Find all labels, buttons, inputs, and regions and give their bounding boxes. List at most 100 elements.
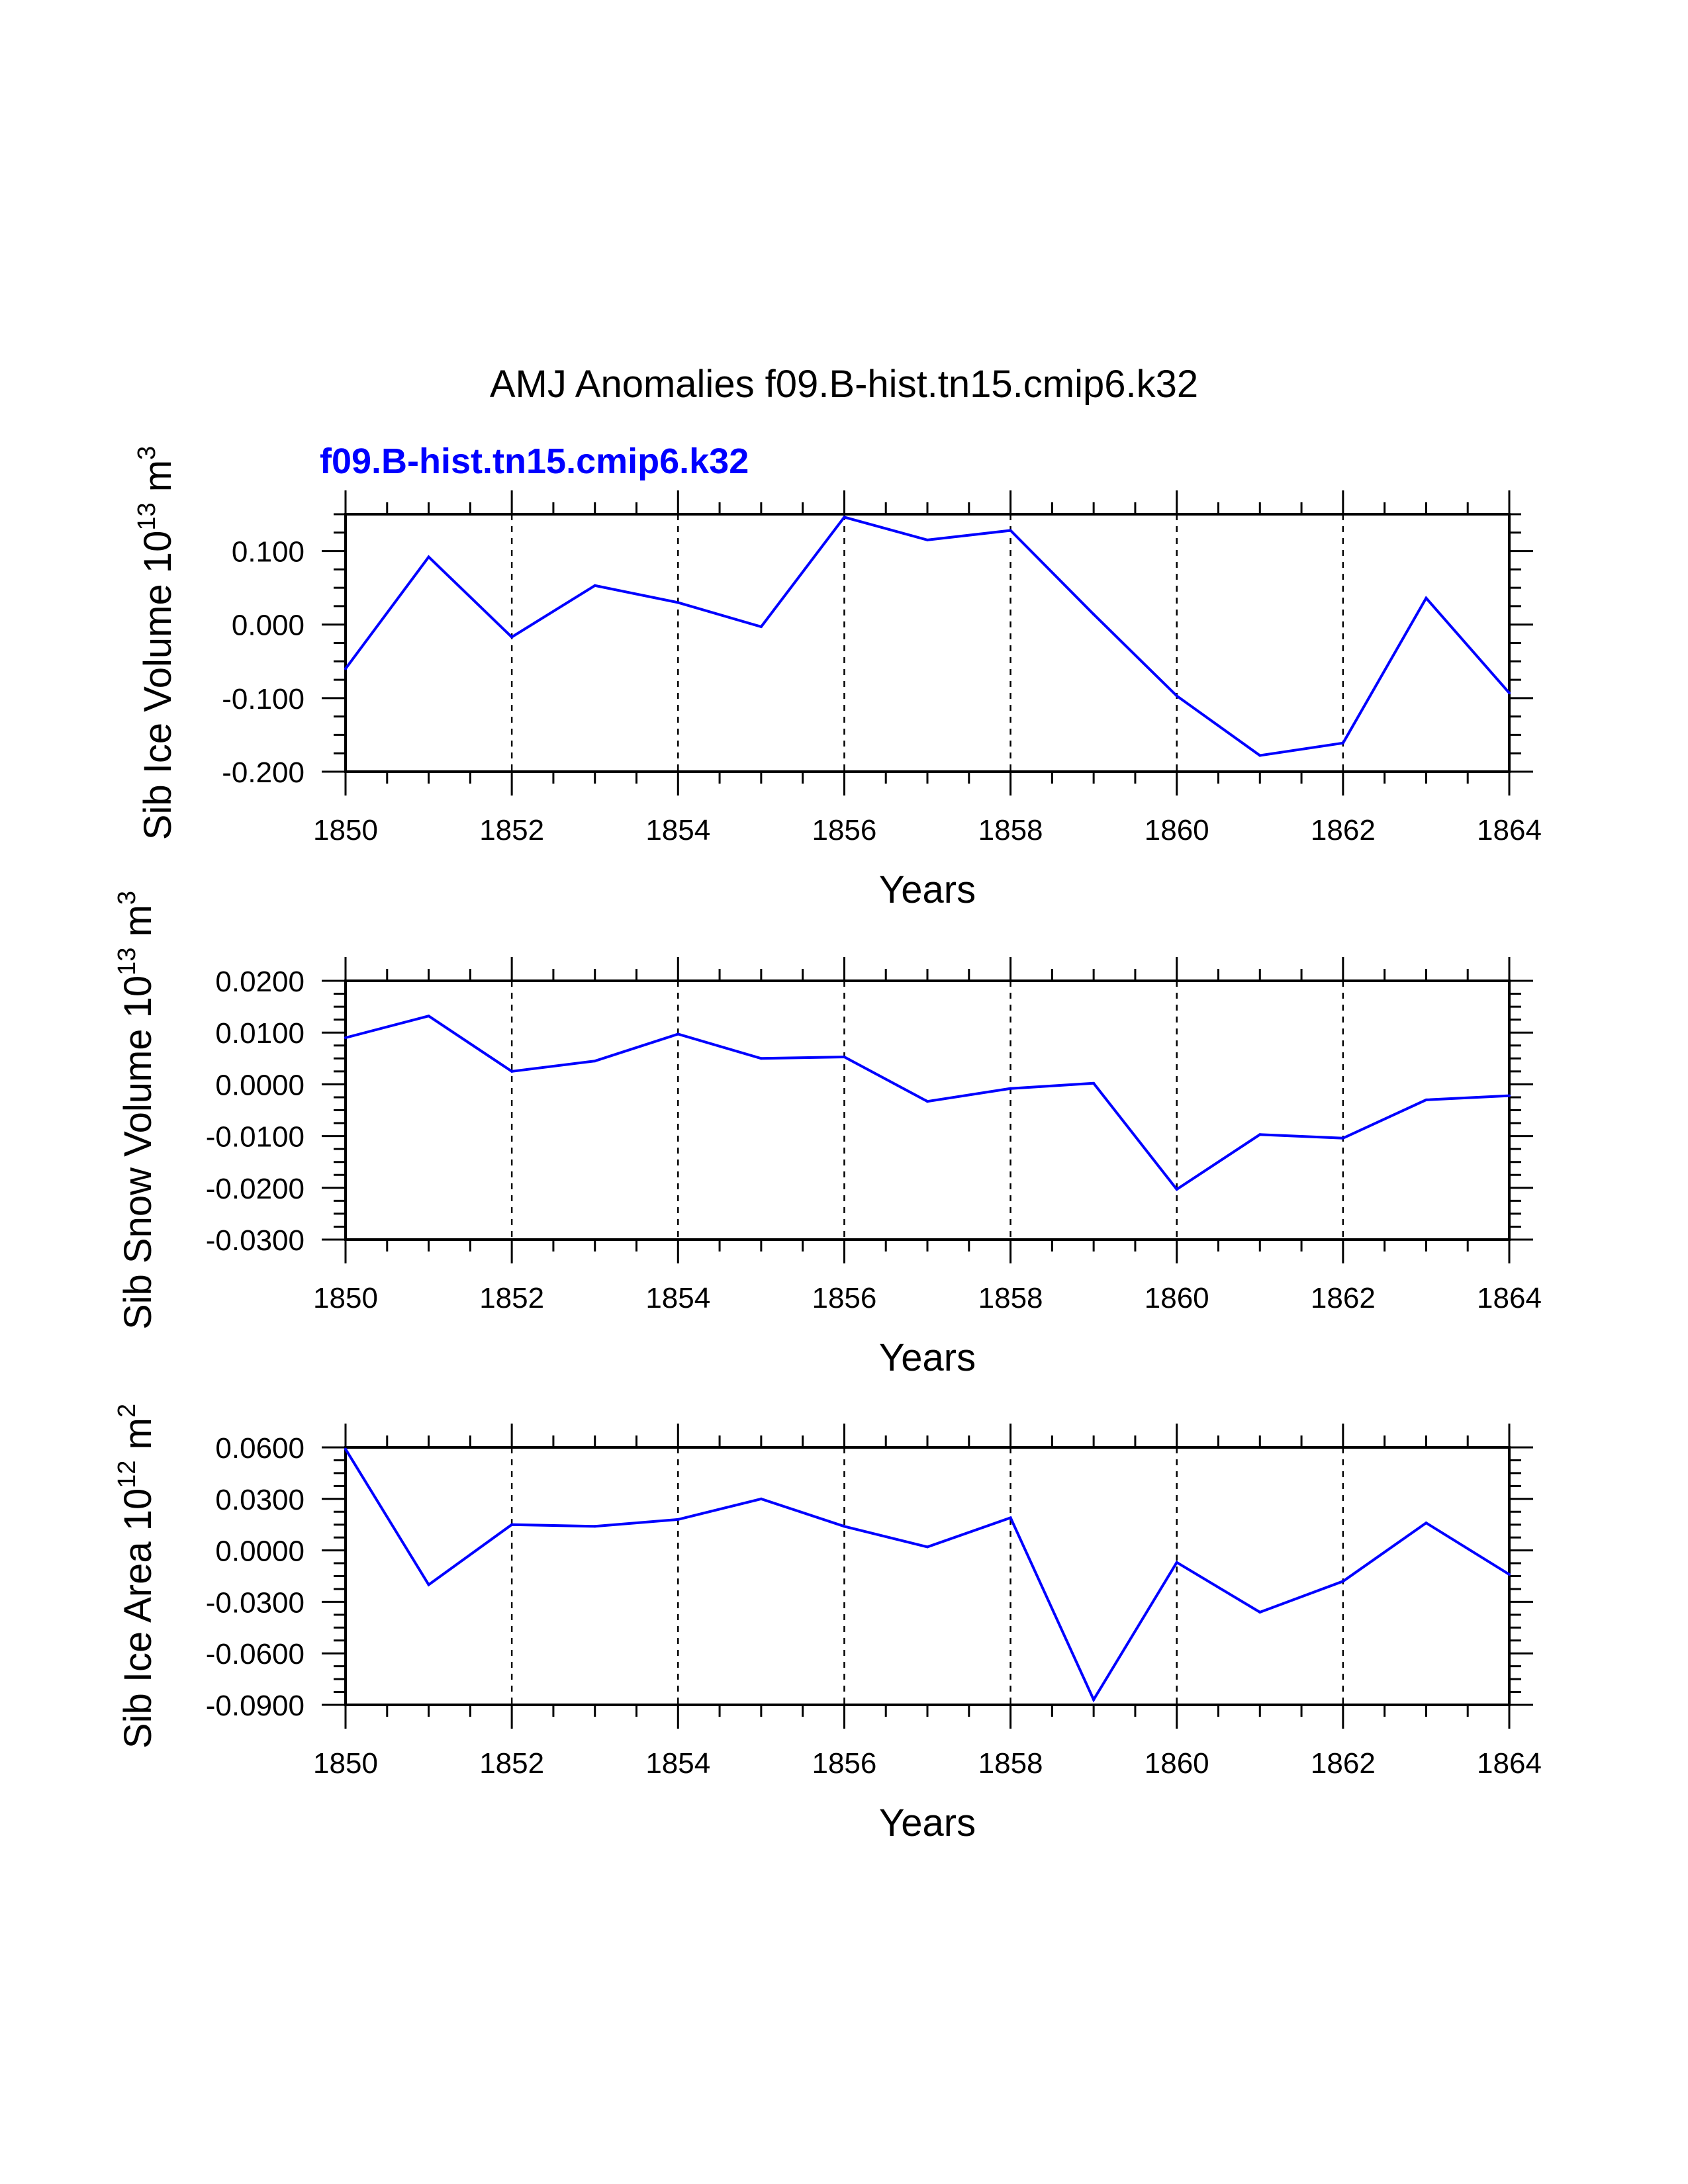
data-point <box>1341 1136 1344 1140</box>
x-tick-label: 1864 <box>1477 1282 1542 1314</box>
x-tick-label: 1856 <box>812 1282 876 1314</box>
panel-ice-volume: 1850 1852 1854 1856 1858 1860 1862 1864 -0.200 -0… <box>133 446 1542 911</box>
y-tick-label: -0.0600 <box>206 1638 305 1670</box>
y-axis-label-unit-exponent: 3 <box>133 446 161 460</box>
y-tick-label: 0.0100 <box>215 1017 305 1050</box>
data-point <box>1508 1572 1511 1576</box>
data-point <box>427 555 430 559</box>
y-axis-label-exponent: 13 <box>133 502 161 530</box>
data-point <box>759 625 763 629</box>
y-tick-label: -0.200 <box>222 756 305 789</box>
axes-frame <box>344 979 1511 1241</box>
y-axis-label-unit: m <box>117 1418 160 1460</box>
data-point <box>843 1525 846 1528</box>
x-tick-label: 1856 <box>812 814 876 846</box>
y-axis-label: Sib Ice Volume 1013 m3 <box>133 446 179 840</box>
y-tick-label: 0.100 <box>232 536 305 569</box>
data-point <box>1009 529 1012 532</box>
data-point <box>1009 1087 1012 1090</box>
figure-title: AMJ Anomalies f09.B-hist.tn15.cmip6.k32 <box>490 363 1198 406</box>
data-point <box>593 1525 596 1528</box>
y-tick-label: 0.0600 <box>215 1432 305 1465</box>
data-point <box>843 1055 846 1058</box>
data-point <box>510 1069 514 1073</box>
y-tick-label: 0.000 <box>232 610 305 642</box>
data-point <box>1175 694 1178 698</box>
y-axis-label-unit-exponent: 3 <box>113 891 141 905</box>
x-tick-label: 1862 <box>1311 1282 1376 1314</box>
y-axis-label-unit: m <box>117 905 160 947</box>
data-point <box>427 1015 430 1018</box>
x-tick-label: 1854 <box>645 1282 710 1314</box>
x-tick-label: 1858 <box>978 814 1043 846</box>
data-point <box>759 1057 763 1060</box>
y-tick-label: 0.0200 <box>215 966 305 998</box>
data-point <box>1092 1698 1096 1702</box>
x-tick-label: 1862 <box>1311 1747 1376 1780</box>
data-point <box>1258 754 1262 757</box>
x-tick-label: 1862 <box>1311 814 1376 846</box>
series-line <box>344 1448 1511 1703</box>
data-point <box>344 667 347 670</box>
y-tick-label: -0.0900 <box>206 1690 305 1722</box>
data-point <box>427 1583 430 1586</box>
data-point <box>593 1060 596 1063</box>
y-axis-label-exponent: 13 <box>113 948 141 976</box>
x-tick-label: 1852 <box>479 814 544 846</box>
x-axis-label: Years <box>879 1336 976 1379</box>
y-axis-label-unit-exponent: 2 <box>113 1404 141 1418</box>
x-tick-label: 1850 <box>313 1747 378 1780</box>
x-tick-label: 1864 <box>1477 814 1542 846</box>
panel-snow-volume: 1850 1852 1854 1856 1858 1860 1862 1864 -0.0300 -… <box>113 891 1542 1379</box>
data-point <box>593 584 596 587</box>
data-point <box>843 516 846 519</box>
data-point <box>1508 1094 1511 1097</box>
data-point <box>1425 596 1428 600</box>
panel-ice-area: 1850 1852 1854 1856 1858 1860 1862 1864 -0.0900 -… <box>113 1404 1542 1844</box>
x-axis-label: Years <box>879 868 976 911</box>
x-tick-label: 1864 <box>1477 1747 1542 1780</box>
data-point <box>1175 1188 1178 1191</box>
y-tick-label: 0.0300 <box>215 1484 305 1516</box>
y-axis-label: Sib Ice Area 1012 m2 <box>113 1404 160 1749</box>
data-point <box>1092 613 1096 616</box>
data-point <box>510 635 514 639</box>
data-point <box>926 1545 929 1549</box>
y-tick-label: -0.0300 <box>206 1224 305 1257</box>
x-axis-label: Years <box>879 1801 976 1844</box>
data-point <box>1009 1516 1012 1520</box>
y-axis-label-text: Sib Ice Area 10 <box>117 1488 160 1749</box>
data-point <box>1258 1610 1262 1614</box>
x-tick-label: 1852 <box>479 1747 544 1780</box>
data-point <box>1175 1561 1178 1564</box>
y-axis-label-unit: m <box>136 460 179 502</box>
x-tick-label: 1860 <box>1145 1282 1209 1314</box>
data-point <box>926 538 929 541</box>
series-line <box>344 516 1511 757</box>
y-tick-label: 0.0000 <box>215 1535 305 1568</box>
x-tick-label: 1860 <box>1145 814 1209 846</box>
x-tick-label: 1856 <box>812 1747 876 1780</box>
y-tick-label: 0.0000 <box>215 1069 305 1101</box>
x-tick-label: 1850 <box>313 1282 378 1314</box>
x-tick-label: 1858 <box>978 1747 1043 1780</box>
y-axis-label: Sib Snow Volume 1013 m3 <box>113 891 160 1330</box>
y-axis-label-text: Sib Snow Volume 10 <box>117 976 160 1330</box>
data-point <box>510 1523 514 1526</box>
series-subtitle: f09.B-hist.tn15.cmip6.k32 <box>320 441 749 481</box>
y-axis-label-text: Sib Ice Volume 10 <box>136 531 179 841</box>
data-point <box>759 1497 763 1500</box>
x-tick-label: 1854 <box>645 814 710 846</box>
data-point <box>344 1447 347 1451</box>
data-point <box>677 1032 680 1036</box>
data-point <box>344 1036 347 1040</box>
y-axis-label-exponent: 12 <box>113 1460 141 1488</box>
x-tick-label: 1854 <box>645 1747 710 1780</box>
axes-frame <box>344 513 1511 773</box>
data-point <box>1258 1133 1262 1136</box>
data-point <box>1341 1580 1344 1583</box>
y-tick-label: -0.100 <box>222 683 305 715</box>
data-point <box>1425 1098 1428 1101</box>
data-point <box>1425 1522 1428 1525</box>
